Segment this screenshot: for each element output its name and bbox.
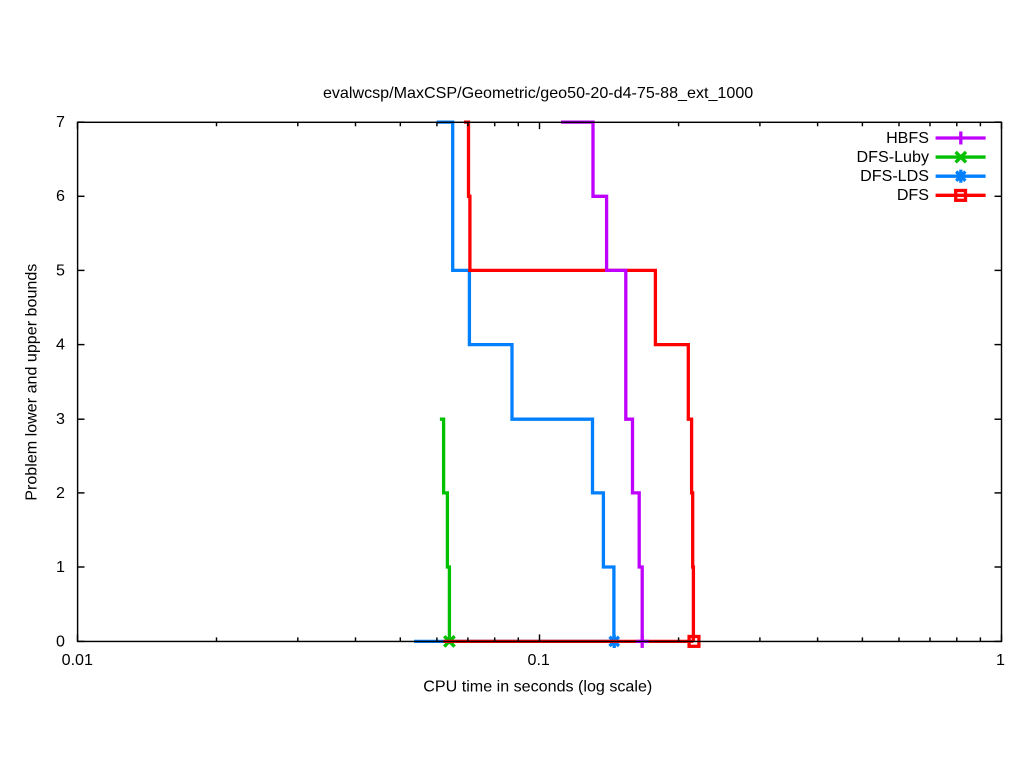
svg-text:0.01: 0.01: [62, 651, 93, 669]
svg-text:6: 6: [56, 187, 65, 205]
svg-text:0.1: 0.1: [528, 651, 550, 669]
svg-text:0: 0: [56, 632, 65, 650]
svg-text:DFS: DFS: [897, 186, 929, 204]
svg-text:3: 3: [56, 410, 65, 428]
svg-text:1: 1: [56, 558, 65, 576]
svg-text:evalwcsp/MaxCSP/Geometric/geo5: evalwcsp/MaxCSP/Geometric/geo50-20-d4-75…: [323, 84, 753, 102]
svg-text:CPU time in seconds (log scale: CPU time in seconds (log scale): [423, 677, 652, 695]
svg-text:4: 4: [56, 336, 65, 354]
svg-text:5: 5: [56, 261, 65, 279]
svg-text:Problem lower and upper bounds: Problem lower and upper bounds: [22, 264, 40, 501]
svg-text:DFS-Luby: DFS-Luby: [857, 148, 930, 166]
svg-text:7: 7: [56, 113, 65, 131]
svg-text:DFS-LDS: DFS-LDS: [860, 167, 929, 185]
svg-text:1: 1: [996, 651, 1005, 669]
svg-text:HBFS: HBFS: [886, 129, 929, 147]
svg-text:2: 2: [56, 484, 65, 502]
